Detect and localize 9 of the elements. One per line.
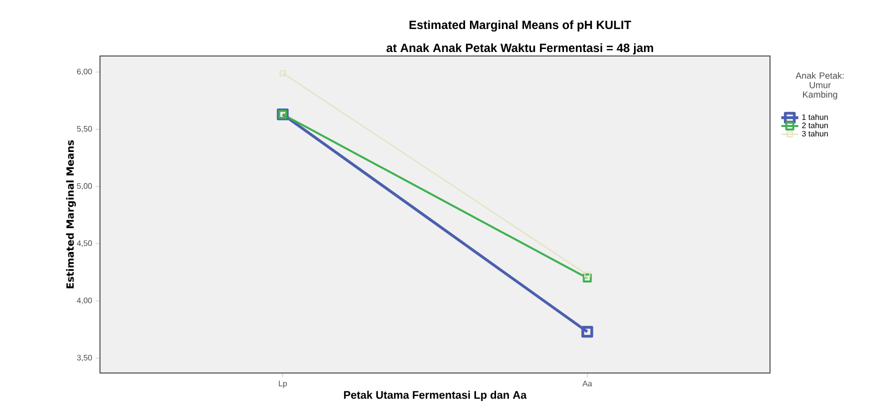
point [280,70,286,76]
legend-title: Anak Petak: Umur Kambing [796,72,844,100]
point [581,326,594,338]
point [582,274,592,282]
x-axis-title: Petak Utama Fermentasi Lp dan Aa [344,390,527,401]
y-axis-title: Estimated Marginal Means [66,140,76,288]
chart-title: Estimated Marginal Means of pH KULIT [410,20,632,32]
point [584,271,590,278]
chart-subtitle: at Anak Anak Petak Waktu Fermentasi = 48 jam [386,43,654,54]
